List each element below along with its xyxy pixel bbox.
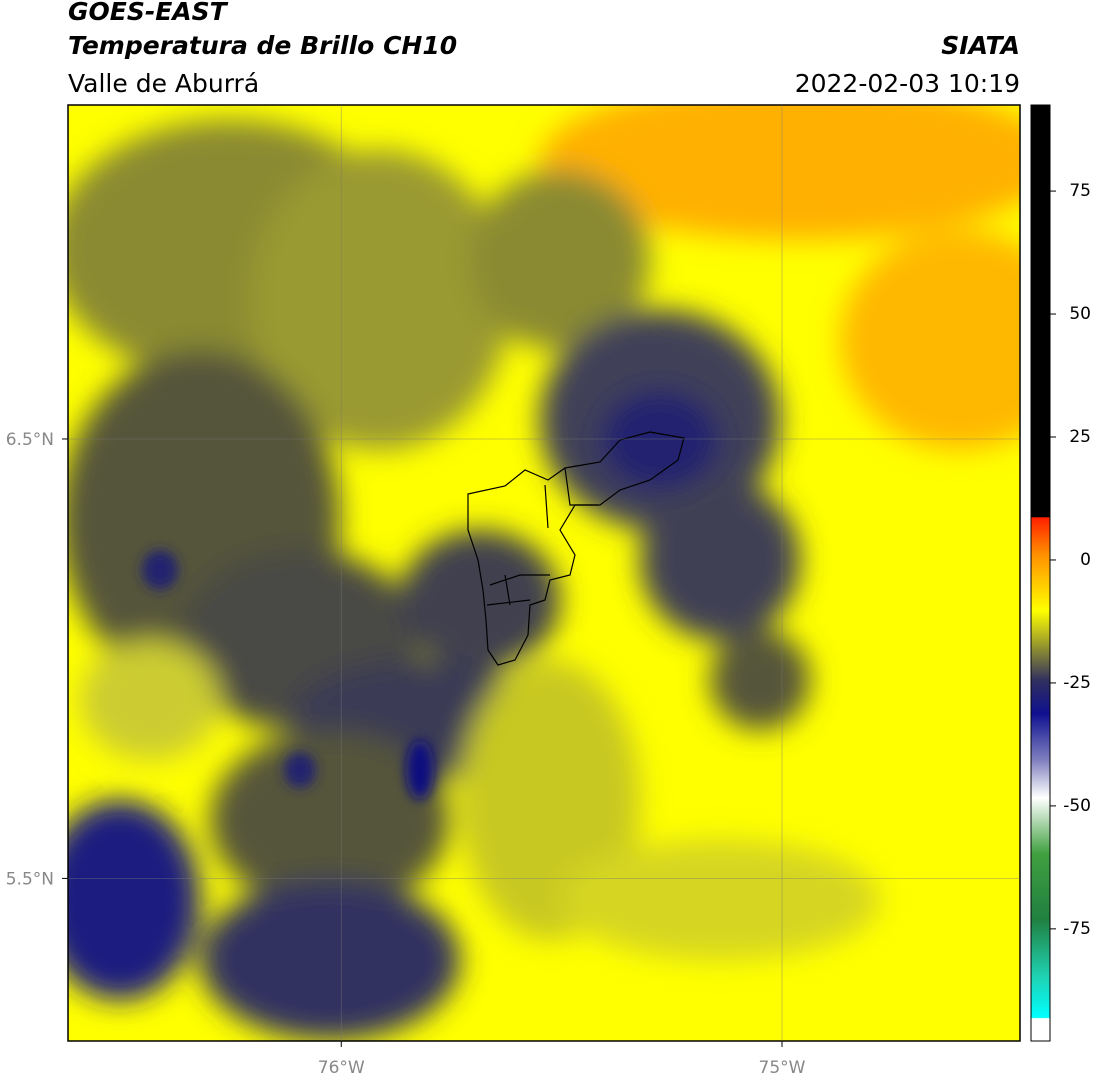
colorbar-tick-label: -50 [1063, 796, 1091, 816]
colorbar-tick-label: 50 [1069, 304, 1091, 324]
map-image [68, 105, 1020, 1041]
title: GOES-EAST [68, 0, 229, 26]
colorbar [1030, 104, 1051, 1042]
datetime: 2022-02-03 10:19 [795, 69, 1020, 98]
lon-tick-label: 76°W [318, 1058, 365, 1078]
lat-tick-label: 5.5°N [6, 869, 54, 889]
colorbar-tick-label: -25 [1063, 673, 1091, 693]
lat-tick-label: 6.5°N [6, 430, 54, 450]
colorbar-tick-label: 0 [1080, 550, 1091, 570]
lon-tick-label: 75°W [759, 1058, 806, 1078]
map-frame [67, 104, 1021, 1042]
colorbar-tick-label: -75 [1063, 919, 1091, 939]
colorbar-tick-label: 25 [1069, 427, 1091, 447]
source: SIATA [941, 31, 1020, 60]
region: Valle de Aburrá [68, 69, 259, 98]
municipal-boundaries [467, 431, 685, 666]
colorbar-tick-label: 75 [1069, 181, 1091, 201]
subtitle: Temperatura de Brillo CH10 [68, 31, 457, 60]
